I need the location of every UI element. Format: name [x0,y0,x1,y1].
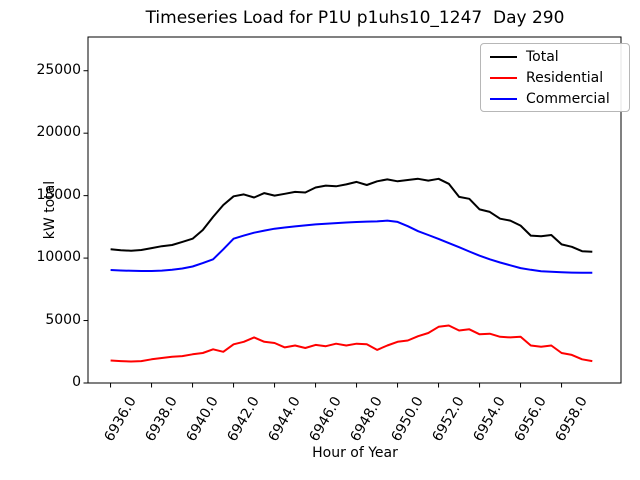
y-tick-label: 10000 [36,249,81,266]
series-line-total [110,177,593,253]
legend-line-swatch-commercial [490,97,517,100]
legend-line-swatch-total [490,55,517,58]
legend-label-commercial: Commercial [526,90,610,107]
legend-line-swatch-residential [490,76,517,79]
y-tick-label: 15000 [36,186,81,203]
chart-title: Timeseries Load for P1U p1uhs10_1247 Day… [145,8,565,28]
axes-frame [87,36,622,384]
legend: Total Residential Commercial [480,43,630,112]
legend-item-commercial: Commercial [481,92,629,106]
legend-label-residential: Residential [526,69,604,86]
y-tick-label: 20000 [36,124,81,141]
legend-item-total: Total [481,50,629,64]
series-line-residential [110,324,593,363]
y-tick-label: 5000 [45,311,81,328]
x-axis-label: Hour of Year [312,445,398,461]
y-tick-label: 0 [72,374,81,390]
y-tick-label: 25000 [36,61,81,78]
legend-item-residential: Residential [481,71,629,85]
series-line-commercial [110,219,593,274]
legend-label-total: Total [526,48,559,65]
